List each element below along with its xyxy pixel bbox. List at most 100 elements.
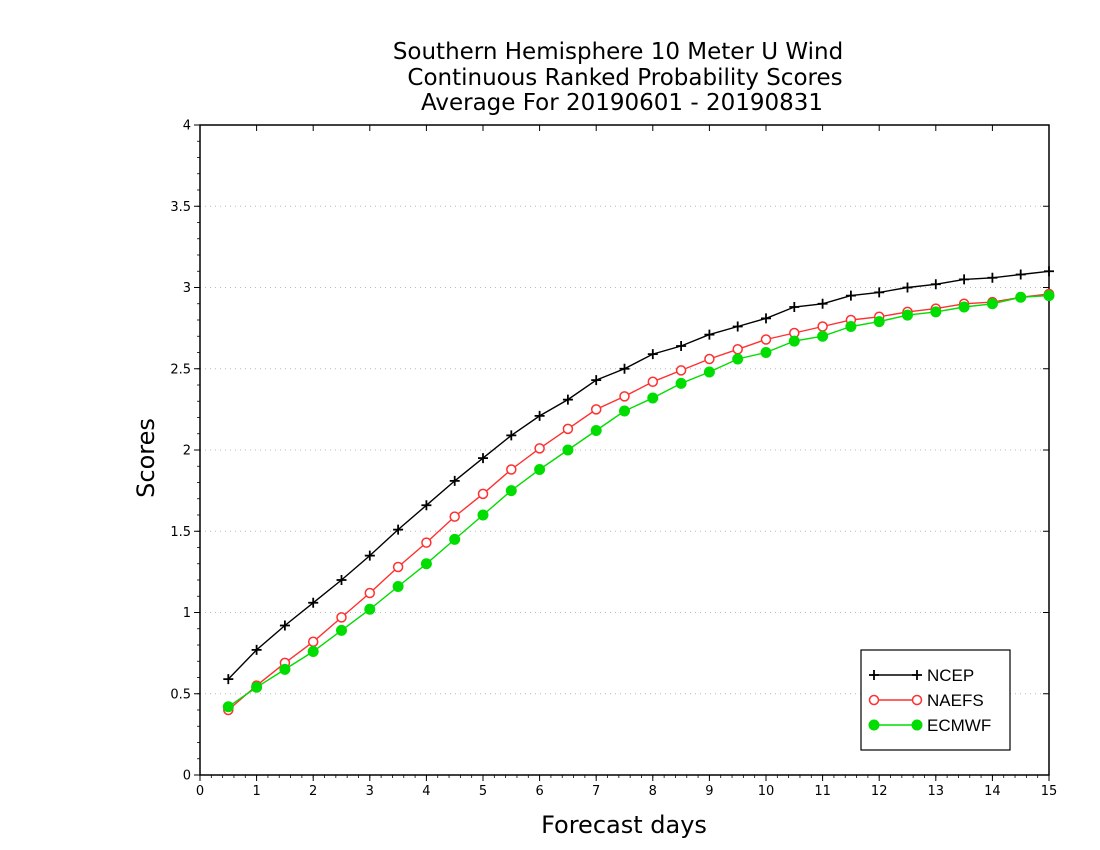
chart-title: Southern Hemisphere 10 Meter U Wind Cont… — [393, 39, 843, 116]
data-point — [817, 298, 828, 309]
y-tick-label: 0.5 — [170, 687, 191, 702]
y-tick-label: 1 — [183, 606, 191, 621]
data-point — [930, 279, 941, 290]
data-point — [1015, 291, 1027, 303]
data-point — [534, 464, 546, 475]
data-point — [619, 405, 630, 417]
data-point — [562, 423, 574, 435]
data-point — [987, 272, 998, 283]
data-point — [619, 363, 630, 374]
data-point — [393, 524, 404, 535]
legend-item-ecmwf: ECMWF — [868, 716, 991, 735]
data-point — [420, 558, 432, 570]
data-point — [336, 624, 347, 636]
x-tick-label: 7 — [592, 784, 600, 799]
y-tick-label: 4 — [183, 119, 191, 134]
grid — [200, 205, 1049, 695]
data-point — [336, 575, 347, 585]
y-axis-title: Scores — [132, 418, 160, 498]
data-point — [911, 694, 923, 706]
data-point — [392, 561, 404, 573]
x-tick-label: 5 — [479, 784, 487, 799]
data-point — [534, 443, 545, 454]
data-point — [732, 344, 743, 355]
y-tick-label: 1.5 — [170, 525, 191, 540]
data-point — [760, 347, 772, 358]
data-point — [788, 335, 800, 347]
legend-item-naefs: NAEFS — [868, 691, 984, 710]
series-ncep — [223, 266, 1054, 685]
x-tick-label: 6 — [535, 784, 543, 799]
data-point — [873, 316, 885, 328]
x-tick-label: 15 — [1041, 784, 1058, 799]
data-point — [647, 349, 658, 360]
data-point — [619, 391, 630, 402]
x-tick-label: 13 — [928, 784, 945, 799]
data-point — [364, 587, 376, 599]
data-point — [449, 475, 460, 486]
series — [222, 266, 1055, 716]
legend-item-ncep: NCEP — [869, 666, 974, 685]
data-point — [421, 500, 432, 511]
data-point — [590, 404, 602, 415]
x-tick-label: 4 — [422, 784, 430, 799]
data-point — [930, 306, 942, 318]
x-tick-label: 3 — [366, 784, 374, 799]
data-point — [986, 298, 998, 310]
data-point — [364, 550, 375, 561]
data-point — [222, 701, 234, 713]
data-point — [676, 341, 687, 351]
data-point — [817, 321, 828, 332]
data-point — [959, 274, 970, 285]
y-tick-label: 3.5 — [170, 200, 191, 215]
data-point — [364, 603, 376, 615]
data-point — [675, 365, 687, 376]
data-point — [647, 392, 659, 404]
data-point — [911, 719, 923, 731]
data-point — [761, 313, 771, 324]
data-point — [760, 334, 772, 345]
y-tick-label: 2.5 — [170, 362, 191, 377]
chart-title-line-2: Continuous Ranked Probability Scores — [407, 65, 842, 91]
series-line — [227, 270, 1050, 680]
chart-title-line-3: Average For 20190601 - 20190831 — [421, 90, 823, 116]
data-point — [506, 430, 517, 441]
x-tick-label: 9 — [705, 784, 713, 799]
data-point — [902, 282, 913, 293]
data-point — [591, 375, 602, 386]
data-point — [732, 353, 744, 365]
data-point — [392, 581, 404, 592]
x-tick-label: 8 — [649, 784, 657, 799]
axis-ticks: 00.511.522.533.540 1 2 3 4 5 6 7 8 9 10 11 12 13 14 15 — [170, 119, 1057, 800]
data-point — [817, 330, 829, 342]
data-point — [732, 321, 743, 332]
data-point — [251, 644, 262, 655]
data-point — [562, 394, 573, 405]
data-point — [869, 670, 879, 680]
data-point — [279, 663, 291, 675]
data-point — [505, 485, 517, 497]
x-tick-label: 11 — [814, 784, 831, 799]
y-tick-label: 3 — [183, 281, 191, 296]
data-point — [336, 612, 347, 623]
data-point — [506, 464, 517, 475]
data-point — [562, 444, 574, 456]
legend: NCEP NAEFS ECMWF — [860, 649, 1011, 751]
x-tick-label: 12 — [871, 784, 888, 799]
data-point — [912, 670, 922, 680]
data-point — [1044, 266, 1054, 277]
data-point — [703, 366, 715, 378]
data-point — [704, 353, 715, 365]
data-point — [534, 410, 545, 421]
data-point — [868, 719, 880, 731]
data-point — [845, 290, 856, 301]
legend-label: ECMWF — [927, 716, 991, 735]
data-point — [1015, 269, 1026, 280]
y-tick-label: 0 — [183, 769, 191, 784]
series-line — [227, 294, 1050, 708]
x-tick-label: 0 — [196, 784, 204, 799]
x-tick-label: 10 — [758, 784, 775, 799]
data-point — [1043, 290, 1055, 302]
x-axis-title: Forecast days — [541, 811, 707, 839]
